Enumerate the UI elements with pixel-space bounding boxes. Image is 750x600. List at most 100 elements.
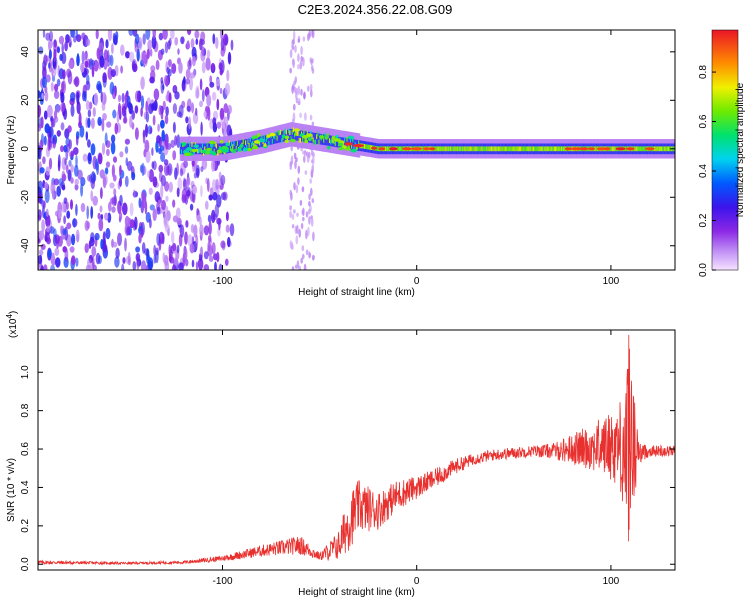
spectrogram-noise-mark — [184, 231, 188, 245]
bottom-scale-factor-label: (x104) — [5, 311, 19, 338]
ridge-core — [446, 146, 449, 152]
spectrogram-noise-mark — [45, 208, 49, 217]
spectrogram-noise-mark — [211, 91, 217, 101]
ridge-blob-mark — [284, 135, 290, 140]
spectrogram-noise-mark — [226, 69, 230, 82]
colorbar-segment — [712, 210, 738, 213]
spectrogram-noise-mark — [92, 107, 96, 117]
spectrogram-noise-mark — [203, 251, 209, 260]
spectrogram-noise-mark — [177, 48, 180, 55]
spectrogram-noise-mark — [43, 54, 48, 67]
ridge-blob-mark — [269, 132, 276, 137]
spectrogram-faint-mark — [309, 178, 313, 184]
ridge-core — [201, 143, 205, 148]
ridge-outer — [292, 129, 295, 140]
ridge-core — [253, 142, 256, 148]
spectrogram-noise-mark — [211, 209, 216, 223]
spectrogram-noise-mark — [197, 257, 204, 270]
spectrogram-noise-mark — [134, 43, 138, 53]
spectrogram-noise-mark — [53, 178, 60, 186]
ridge-outer — [201, 143, 205, 155]
ridge-outer — [335, 136, 339, 148]
spectrogram-noise-mark — [218, 62, 223, 71]
spectrogram-noise-mark — [145, 212, 151, 223]
ridge-core — [483, 146, 487, 152]
spectrogram-noise-mark — [114, 122, 119, 135]
spectrogram-noise-mark — [225, 224, 230, 233]
ridge-outer — [285, 130, 288, 141]
spectrogram-faint-mark — [303, 92, 306, 100]
spectrogram-noise-mark — [86, 205, 89, 220]
ridge-core — [520, 146, 523, 152]
spectrogram-noise-mark — [128, 30, 134, 37]
spectrogram-faint-mark — [302, 253, 305, 260]
spectrogram-noise-mark — [90, 143, 96, 156]
colorbar-tick-label: 0.8 — [698, 65, 709, 79]
spectrogram-noise-mark — [79, 125, 85, 138]
spectrogram-noise-mark — [38, 123, 42, 132]
spectrogram-noise-mark — [142, 130, 146, 144]
spectrogram-noise-mark — [100, 187, 103, 200]
colorbar-segment — [712, 88, 738, 91]
colorbar-segment — [712, 254, 738, 257]
spectrogram-noise-mark — [155, 59, 160, 71]
ridge-core — [527, 146, 530, 152]
ridge-blob-mark — [230, 148, 234, 152]
ridge-outer — [182, 143, 185, 155]
colorbar-segment — [712, 268, 738, 271]
spectrogram-noise-mark — [149, 127, 153, 134]
colorbar-segment — [712, 48, 738, 51]
spectrogram-faint-mark — [297, 85, 301, 96]
ridge-core — [191, 142, 194, 147]
ridge-blob-mark — [293, 128, 300, 132]
spectrogram-noise-mark — [176, 187, 180, 198]
spectrogram-noise-mark — [102, 174, 108, 186]
colorbar-segment — [712, 60, 738, 63]
spectrogram-noise-mark — [44, 235, 48, 242]
ridge-core — [271, 138, 274, 144]
ridge-core — [295, 131, 298, 136]
colorbar-segment — [712, 112, 738, 115]
ridge-core — [530, 146, 533, 152]
spectrogram-noise-mark — [43, 110, 48, 120]
spectrogram-noise-mark — [58, 35, 65, 45]
spectrogram-noise-mark — [211, 179, 217, 190]
spectrogram-noise-mark — [124, 138, 130, 145]
colorbar-tick-label: 0.6 — [698, 114, 709, 128]
ridge-core — [448, 146, 452, 152]
spectrogram-noise-mark — [66, 222, 72, 230]
spectrogram-faint-mark — [300, 222, 304, 230]
ridge-blob-mark — [184, 152, 191, 157]
spectrogram-noise-mark — [188, 116, 192, 130]
spectrogram-faint-mark — [302, 216, 305, 222]
colorbar-segment — [712, 80, 738, 83]
spectrogram-noise-mark — [90, 190, 93, 202]
spectrogram-noise-mark — [120, 44, 125, 56]
spectrogram-noise-mark — [63, 215, 66, 225]
spectrogram-noise-mark — [191, 55, 196, 67]
ridge-core — [198, 148, 201, 154]
spectrogram-noise-mark — [54, 83, 59, 92]
ridge-core — [285, 129, 288, 135]
spectrogram-noise-mark — [195, 107, 198, 116]
spectrogram-noise-mark — [191, 259, 195, 268]
spectrogram-faint-mark — [296, 212, 299, 217]
spectrogram-noise-mark — [174, 91, 180, 100]
spectrogram-noise-mark — [158, 32, 164, 41]
ridge-core — [487, 146, 490, 152]
ridge-core — [641, 146, 644, 152]
spectrogram-noise-mark — [99, 205, 103, 213]
spectrogram-area — [38, 30, 675, 270]
ridge-core — [654, 146, 657, 152]
spectrogram-noise-mark — [189, 243, 195, 254]
spectrogram-noise-mark — [75, 135, 79, 146]
spectrogram-noise-mark — [40, 264, 44, 270]
spectrogram-noise-mark — [145, 111, 150, 123]
spectrogram-noise-mark — [74, 183, 79, 191]
ridge-outer — [326, 134, 329, 146]
spectrogram-noise-mark — [60, 122, 65, 131]
ridge-core — [314, 139, 318, 145]
ridge-peak-mark — [389, 147, 398, 151]
spectrogram-noise-mark — [216, 251, 220, 263]
spectrogram-noise-mark — [126, 226, 131, 236]
